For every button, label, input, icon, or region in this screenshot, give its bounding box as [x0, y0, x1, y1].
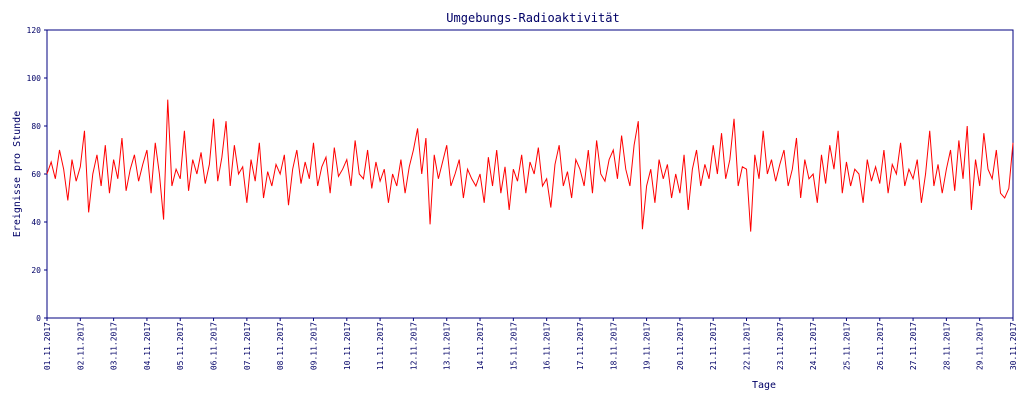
x-tick-label: 07.11.2017 — [243, 322, 252, 370]
x-tick-label: 15.11.2017 — [509, 322, 518, 370]
x-tick-label: 24.11.2017 — [809, 322, 818, 370]
x-tick-label: 22.11.2017 — [743, 322, 752, 370]
x-tick-label: 21.11.2017 — [709, 322, 718, 370]
y-axis-label: Ereignisse pro Stunde — [12, 111, 23, 237]
x-tick-label: 05.11.2017 — [176, 322, 185, 370]
x-tick-label: 02.11.2017 — [76, 322, 85, 370]
x-tick-label: 19.11.2017 — [643, 322, 652, 370]
x-axis-label: Tage — [752, 380, 776, 391]
x-tick-label: 12.11.2017 — [409, 322, 418, 370]
y-tick-label: 120 — [27, 26, 42, 35]
x-tick-label: 16.11.2017 — [543, 322, 552, 370]
data-line — [46, 99, 1014, 232]
x-tick-label: 03.11.2017 — [110, 322, 119, 370]
x-tick-label: 20.11.2017 — [676, 322, 685, 370]
x-tick-label: 25.11.2017 — [842, 322, 851, 370]
y-tick-label: 40 — [31, 218, 41, 227]
x-tick-label: 04.11.2017 — [143, 322, 152, 370]
y-tick-label: 0 — [36, 314, 41, 323]
y-tick-label: 100 — [27, 74, 42, 83]
x-tick-label: 11.11.2017 — [376, 322, 385, 370]
x-tick-label: 18.11.2017 — [609, 322, 618, 370]
x-tick-label: 08.11.2017 — [276, 322, 285, 370]
x-tick-label: 06.11.2017 — [210, 322, 219, 370]
chart-title: Umgebungs-Radioaktivität — [446, 11, 619, 25]
x-tick-label: 29.11.2017 — [976, 322, 985, 370]
x-tick-label: 26.11.2017 — [876, 322, 885, 370]
x-tick-label: 28.11.2017 — [942, 322, 951, 370]
x-tick-label: 01.11.2017 — [43, 322, 52, 370]
x-tick-label: 17.11.2017 — [576, 322, 585, 370]
y-tick-label: 60 — [31, 170, 41, 179]
x-tick-label: 10.11.2017 — [343, 322, 352, 370]
x-tick-label: 23.11.2017 — [776, 322, 785, 370]
x-tick-label: 13.11.2017 — [443, 322, 452, 370]
y-tick-label: 80 — [31, 122, 41, 131]
x-tick-label: 27.11.2017 — [909, 322, 918, 370]
x-tick-label: 09.11.2017 — [309, 322, 318, 370]
x-tick-label: 30.11.2017 — [1009, 322, 1018, 370]
y-tick-label: 20 — [31, 266, 41, 275]
plot-frame — [46, 29, 1014, 319]
x-tick-label: 14.11.2017 — [476, 322, 485, 370]
